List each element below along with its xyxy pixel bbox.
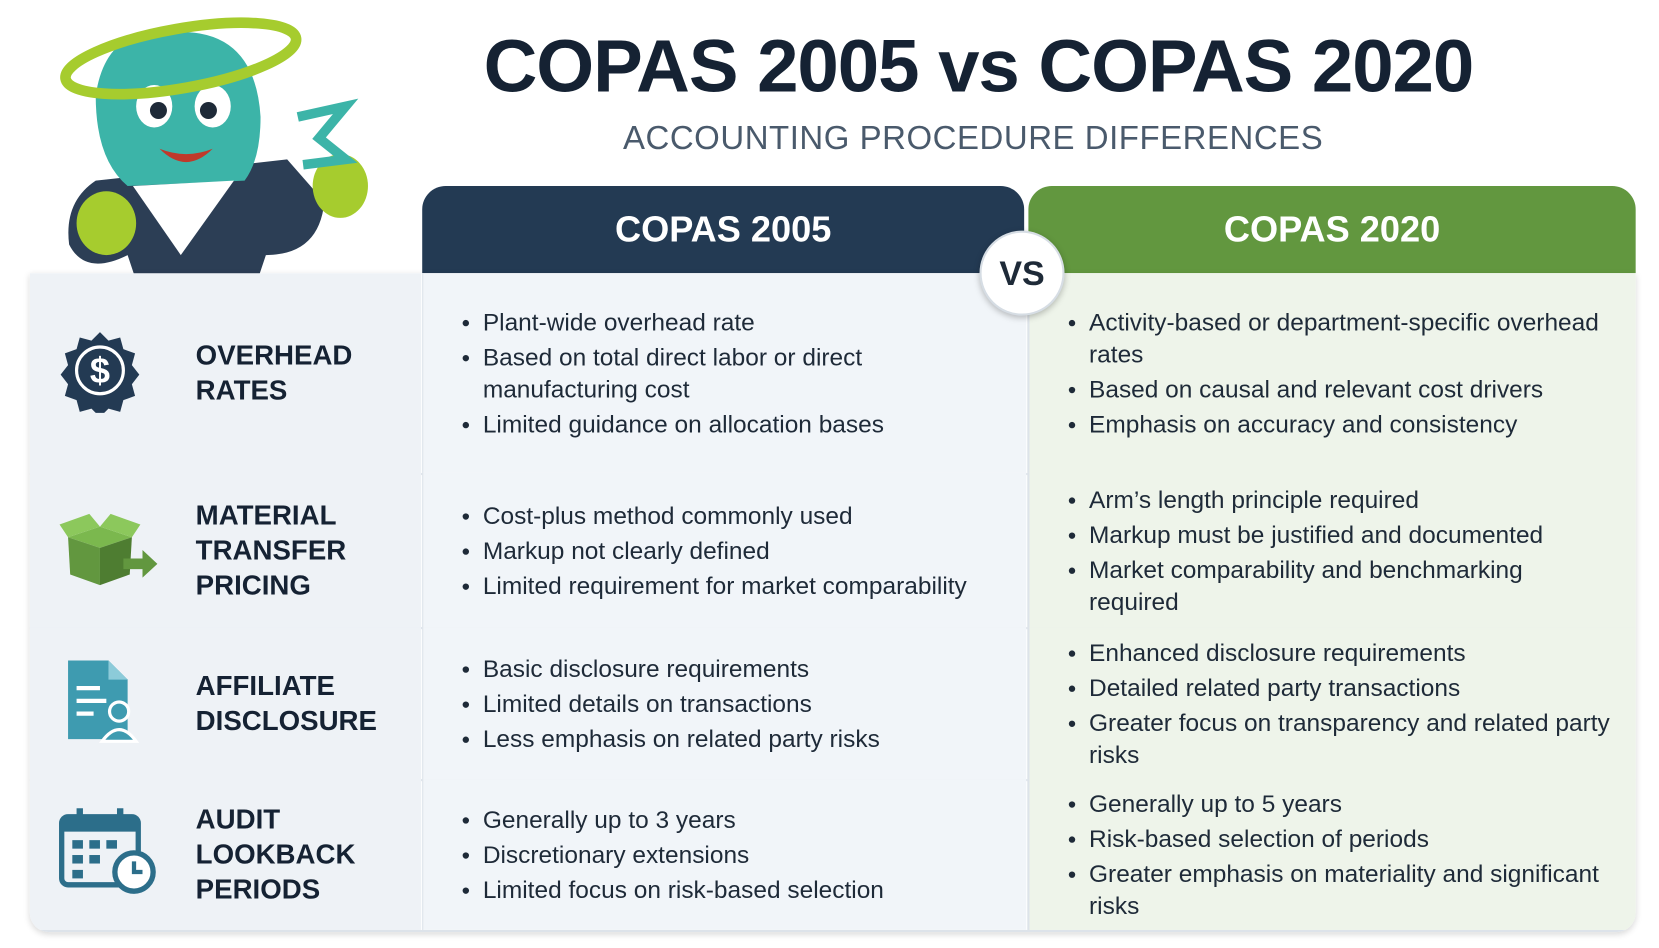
table-row: AUDIT LOOKBACK PERIODS Generally up to 3 … bbox=[29, 779, 1636, 933]
bullet-item: Based on causal and relevant cost driver… bbox=[1068, 373, 1616, 405]
table-row: AFFILIATE DISCLOSURE Basic disclosure req… bbox=[29, 627, 1636, 782]
column-header: COPAS 2020 bbox=[1028, 185, 1636, 274]
bullet-item: Activity-based or department-specific ov… bbox=[1068, 306, 1616, 370]
cell: Enhanced disclosure requirements Detailed… bbox=[1027, 627, 1636, 780]
row-label: AUDIT LOOKBACK PERIODS bbox=[195, 802, 356, 905]
vs-badge: VS bbox=[979, 230, 1065, 316]
bullet-item: Based on total direct labor or direct ma… bbox=[462, 341, 1005, 405]
subtitle: ACCOUNTING PROCEDURE DIFFERENCES bbox=[622, 119, 1324, 157]
bullet-item: Cost-plus method commonly used bbox=[462, 499, 1005, 531]
bullet-list: Basic disclosure requirements Limited det… bbox=[423, 649, 1026, 757]
cell: Cost-plus method commonly used Markup not… bbox=[422, 472, 1027, 628]
bullet-item: Discretionary extensions bbox=[462, 839, 1005, 871]
bullet-item: Limited requirement for market comparabi… bbox=[462, 569, 1005, 601]
bullet-list: Cost-plus method commonly used Markup not… bbox=[423, 496, 1026, 604]
bullet-list: Activity-based or department-specific ov… bbox=[1029, 303, 1635, 443]
bullet-item: Generally up to 3 years bbox=[462, 803, 1005, 835]
title: COPAS 2005 vs COPAS 2020 bbox=[483, 24, 1475, 108]
svg-text:$: $ bbox=[90, 350, 110, 391]
mascot bbox=[60, 17, 368, 372]
bullet-item: Market comparability and benchmarking re… bbox=[1068, 553, 1616, 617]
row-icon bbox=[57, 806, 159, 903]
cell: Basic disclosure requirements Limited det… bbox=[422, 627, 1027, 780]
row-label-cell: $ OVERHEAD RATES bbox=[29, 273, 422, 473]
cell: Generally up to 3 years Discretionary ext… bbox=[422, 779, 1027, 930]
row-label: AFFILIATE DISCLOSURE bbox=[195, 669, 377, 736]
bullet-item: Limited guidance on allocation bases bbox=[462, 408, 1005, 440]
cell: Arm’s length principle required Markup mu… bbox=[1027, 472, 1636, 628]
bullet-list: Generally up to 5 years Risk-based select… bbox=[1029, 784, 1635, 924]
row-label-cell: AFFILIATE DISCLOSURE bbox=[29, 627, 422, 780]
row-label: MATERIAL TRANSFER PRICING bbox=[195, 498, 347, 601]
bullet-item: Greater emphasis on materiality and sign… bbox=[1068, 858, 1616, 922]
bullet-item: Generally up to 5 years bbox=[1068, 788, 1616, 820]
bullet-item: Risk-based selection of periods bbox=[1068, 823, 1616, 855]
bullet-item: Markup must be justified and documented bbox=[1068, 518, 1616, 550]
row-icon bbox=[57, 658, 142, 748]
bullet-item: Plant-wide overhead rate bbox=[462, 306, 1005, 338]
row-label-cell: MATERIAL TRANSFER PRICING bbox=[29, 472, 422, 628]
row-label: OVERHEAD RATES bbox=[195, 339, 353, 406]
table-row: MATERIAL TRANSFER PRICING Cost-plus metho… bbox=[29, 472, 1636, 630]
column-header: COPAS 2005 bbox=[422, 185, 1025, 274]
bullet-item: Limited focus on risk-based selection bbox=[462, 874, 1005, 906]
row-label-cell: AUDIT LOOKBACK PERIODS bbox=[29, 779, 422, 930]
bullet-list: Plant-wide overhead rate Based on total d… bbox=[423, 303, 1026, 443]
bullet-list: Generally up to 3 years Discretionary ext… bbox=[423, 800, 1026, 908]
cell: Generally up to 5 years Risk-based select… bbox=[1027, 779, 1636, 930]
bullet-list: Enhanced disclosure requirements Detailed… bbox=[1029, 633, 1635, 773]
row-icon bbox=[57, 505, 163, 595]
bullet-item: Limited details on transactions bbox=[462, 687, 1005, 719]
row-icon: $ bbox=[57, 328, 142, 418]
bullet-list: Arm’s length principle required Markup mu… bbox=[1029, 480, 1635, 620]
cell: Activity-based or department-specific ov… bbox=[1027, 273, 1636, 473]
table-row: $ OVERHEAD RATES Plant-wide overhead rate B… bbox=[29, 273, 1636, 476]
bullet-item: Markup not clearly defined bbox=[462, 534, 1005, 566]
comparison-table: $ OVERHEAD RATES Plant-wide overhead rate B… bbox=[29, 273, 1636, 933]
bullet-item: Less emphasis on related party risks bbox=[462, 722, 1005, 754]
bullet-item: Basic disclosure requirements bbox=[462, 652, 1005, 684]
cell: Plant-wide overhead rate Based on total d… bbox=[422, 273, 1027, 473]
bullet-item: Emphasis on accuracy and consistency bbox=[1068, 408, 1616, 440]
bullet-item: Enhanced disclosure requirements bbox=[1068, 636, 1616, 668]
bullet-item: Detailed related party transactions bbox=[1068, 671, 1616, 703]
bullet-item: Greater focus on transparency and relate… bbox=[1068, 706, 1616, 770]
bullet-item: Arm’s length principle required bbox=[1068, 483, 1616, 515]
